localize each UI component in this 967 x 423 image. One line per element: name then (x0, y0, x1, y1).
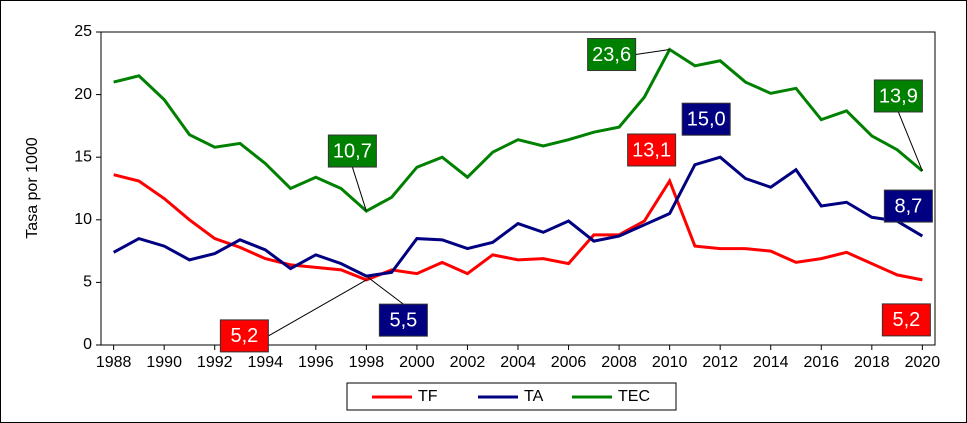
y-tick-label: 25 (74, 23, 92, 40)
data-label-box (587, 38, 637, 72)
x-tick-label: 1988 (96, 354, 132, 371)
y-tick-label: 20 (74, 86, 92, 103)
data-label-box (378, 303, 428, 337)
x-tick-label: 2010 (652, 354, 688, 371)
x-tick-label: 2004 (500, 354, 536, 371)
y-tick-label: 15 (74, 148, 92, 165)
x-tick-label: 1994 (247, 354, 283, 371)
legend-label: TA (524, 388, 544, 405)
line-series (113, 173, 923, 282)
x-tick-label: 2018 (854, 354, 890, 371)
data-label-box (219, 319, 269, 353)
data-label-box (627, 133, 677, 167)
legend-label: TF (418, 388, 438, 405)
leader-line (897, 111, 923, 172)
x-tick-label: 2014 (753, 354, 789, 371)
leader-line (635, 49, 670, 56)
leader-line (268, 279, 367, 337)
y-axis-label: Tasa por 1000 (24, 137, 41, 239)
x-tick-label: 1998 (349, 354, 385, 371)
data-label-box (883, 189, 933, 223)
data-label-box (881, 303, 931, 337)
x-tick-label: 1996 (298, 354, 334, 371)
data-label: 10,7 (333, 140, 372, 162)
x-tick-label: 2012 (702, 354, 738, 371)
data-label: 15,0 (687, 108, 726, 130)
y-tick-label: 10 (74, 211, 92, 228)
x-tick-label: 2000 (399, 354, 435, 371)
leader-line (351, 166, 367, 212)
leader-line (366, 275, 404, 305)
data-label-box (327, 134, 377, 168)
data-label: 5,2 (230, 325, 258, 347)
line-series (112, 155, 924, 278)
y-tick-label: 5 (83, 274, 92, 291)
data-label: 8,7 (894, 195, 922, 217)
data-label: 5,2 (892, 309, 920, 331)
data-label: 23,6 (592, 44, 631, 66)
data-label-box (681, 102, 731, 136)
x-tick-label: 1992 (197, 354, 233, 371)
line-series (113, 47, 924, 213)
data-label-box (873, 79, 923, 113)
data-label: 13,1 (632, 139, 671, 161)
data-label: 13,9 (879, 85, 918, 107)
x-tick-label: 2020 (905, 354, 941, 371)
x-tick-label: 2006 (551, 354, 587, 371)
y-tick-label: 0 (83, 336, 92, 353)
x-tick-label: 2008 (601, 354, 637, 371)
x-tick-label: 1990 (146, 354, 182, 371)
x-tick-label: 2016 (803, 354, 839, 371)
legend-label: TEC (618, 388, 650, 405)
x-tick-label: 2002 (450, 354, 486, 371)
data-label: 5,5 (389, 309, 417, 331)
